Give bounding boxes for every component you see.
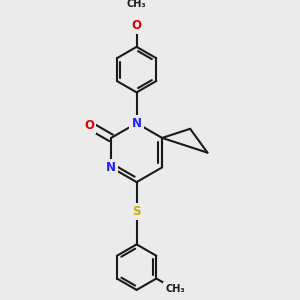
Text: N: N — [106, 161, 116, 174]
Text: CH₃: CH₃ — [127, 0, 146, 9]
Text: O: O — [132, 19, 142, 32]
Text: N: N — [132, 117, 142, 130]
Text: S: S — [132, 205, 141, 218]
Text: O: O — [84, 119, 94, 132]
Text: CH₃: CH₃ — [165, 284, 185, 294]
